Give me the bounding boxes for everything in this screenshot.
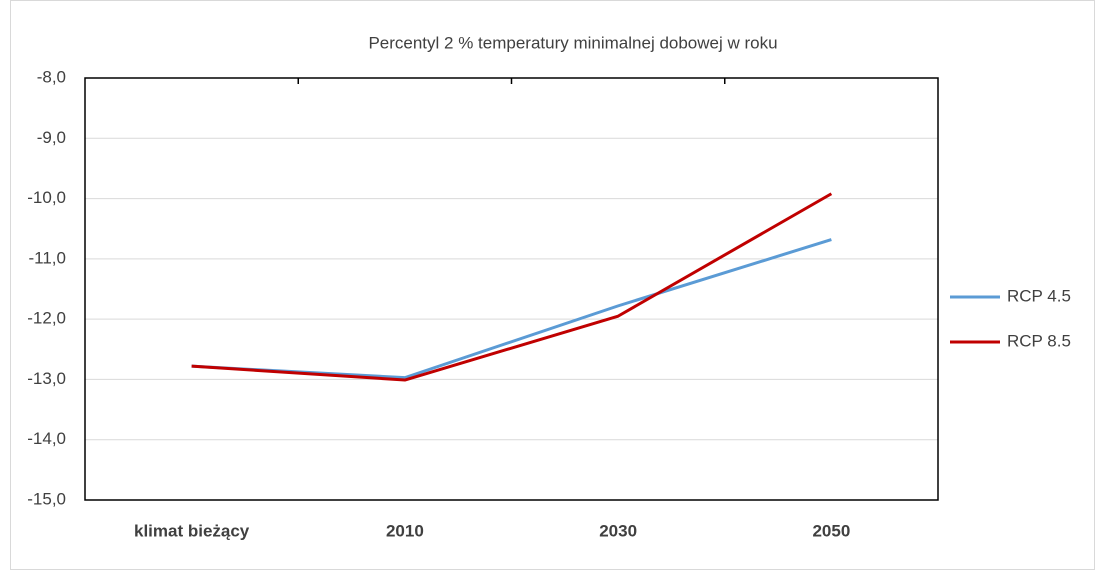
y-tick-label: -15,0 (27, 489, 66, 508)
y-tick-label: -9,0 (37, 128, 66, 147)
y-tick-label: -10,0 (27, 188, 66, 207)
series-line (191, 192, 833, 382)
chart-title: Percentyl 2 % temperatury minimalnej dob… (368, 33, 777, 52)
x-tick-label: 2030 (599, 521, 637, 540)
x-tick-label: klimat bieżący (134, 521, 250, 540)
y-tick-label: -12,0 (27, 309, 66, 328)
y-tick-label: -13,0 (27, 369, 66, 388)
x-tick-label: 2050 (812, 521, 850, 540)
y-tick-label: -14,0 (27, 429, 66, 448)
y-tick-label: -11,0 (29, 248, 67, 267)
chart-border (10, 0, 1095, 570)
x-tick-label: 2010 (386, 521, 424, 540)
legend-label: RCP 4.5 (1007, 286, 1071, 305)
legend-label: RCP 8.5 (1007, 331, 1071, 350)
y-tick-label: -8,0 (37, 67, 66, 86)
